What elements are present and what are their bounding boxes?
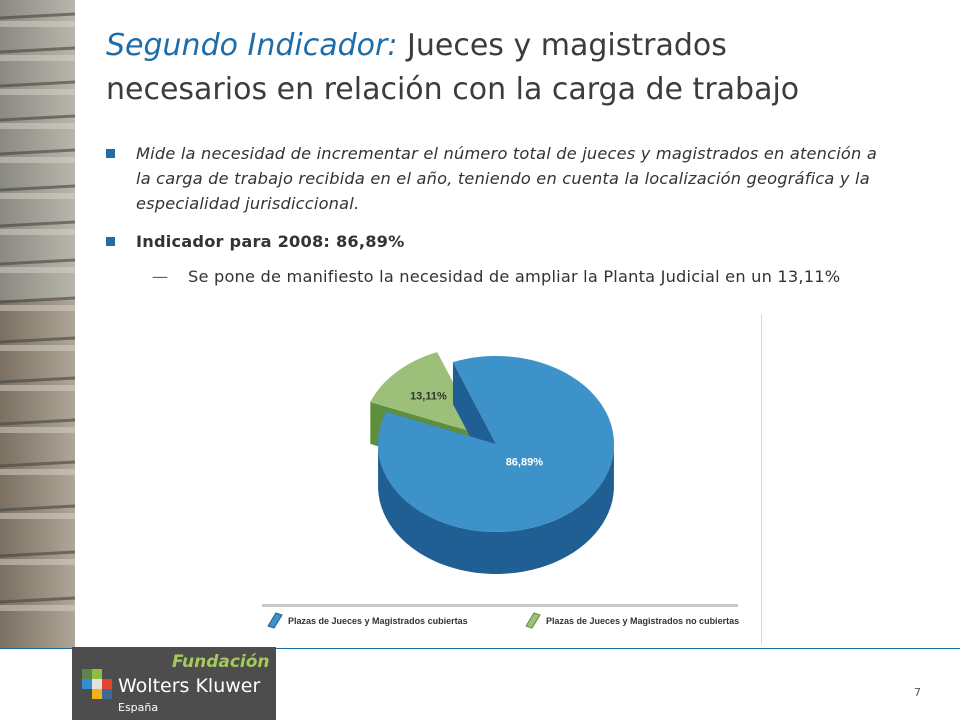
wolters-kluwer-mark-icon xyxy=(82,669,112,699)
bullet-description: Mide la necesidad de incrementar el núme… xyxy=(106,141,896,216)
legend-rule xyxy=(262,604,738,607)
bullet-indicator-text: Indicador para 2008: 86,89% xyxy=(136,232,405,251)
logo-name: Wolters Kluwer xyxy=(118,675,261,697)
stairs-photo xyxy=(0,0,75,648)
pie-data-label: 86,89% xyxy=(506,457,544,469)
pie-data-label: 13,11% xyxy=(410,391,447,403)
wolters-kluwer-logo: Fundación Wolters Kluwer España xyxy=(72,647,276,720)
legend-swatch xyxy=(267,612,283,629)
bullet-square-icon xyxy=(106,149,115,158)
logo-country: España xyxy=(118,701,159,714)
legend-swatch xyxy=(525,612,541,629)
page-number: 7 xyxy=(914,686,921,699)
bullet-indicator: Indicador para 2008: 86,89% xyxy=(106,229,405,254)
pie-slice-top xyxy=(370,352,481,435)
pie-chart-svg: 13,11% 86,89% Plazas de Jueces y Magistra… xyxy=(262,352,739,629)
bullet-square-icon xyxy=(106,237,115,246)
pie-chart: 13,11% 86,89% Plazas de Jueces y Magistra… xyxy=(246,314,766,644)
legend-label: Plazas de Jueces y Magistrados no cubier… xyxy=(546,616,739,626)
title-accent: Segundo Indicador: xyxy=(106,28,398,63)
pie-slice-side xyxy=(378,441,614,574)
footer-rule xyxy=(0,648,960,649)
sub-bullet-text: Se pone de manifiesto la necesidad de am… xyxy=(188,267,841,286)
legend-label: Plazas de Jueces y Magistrados cubiertas xyxy=(288,616,468,626)
title-line2: necesarios en relación con la carga de t… xyxy=(106,72,800,107)
logo-fundacion: Fundación xyxy=(172,652,270,672)
sub-bullet: — Se pone de manifiesto la necesidad de … xyxy=(152,264,840,289)
chart-divider xyxy=(761,314,762,644)
pie-slice-top xyxy=(378,356,614,532)
bullet-description-text: Mide la necesidad de incrementar el núme… xyxy=(136,144,877,213)
sub-bullet-dash: — xyxy=(152,267,168,286)
pie-slice-cubiertas: 86,89% xyxy=(378,356,614,574)
slide-title: Segundo Indicador: Jueces y magistrados … xyxy=(106,24,926,112)
title-line1-rest: Jueces y magistrados xyxy=(397,28,727,63)
